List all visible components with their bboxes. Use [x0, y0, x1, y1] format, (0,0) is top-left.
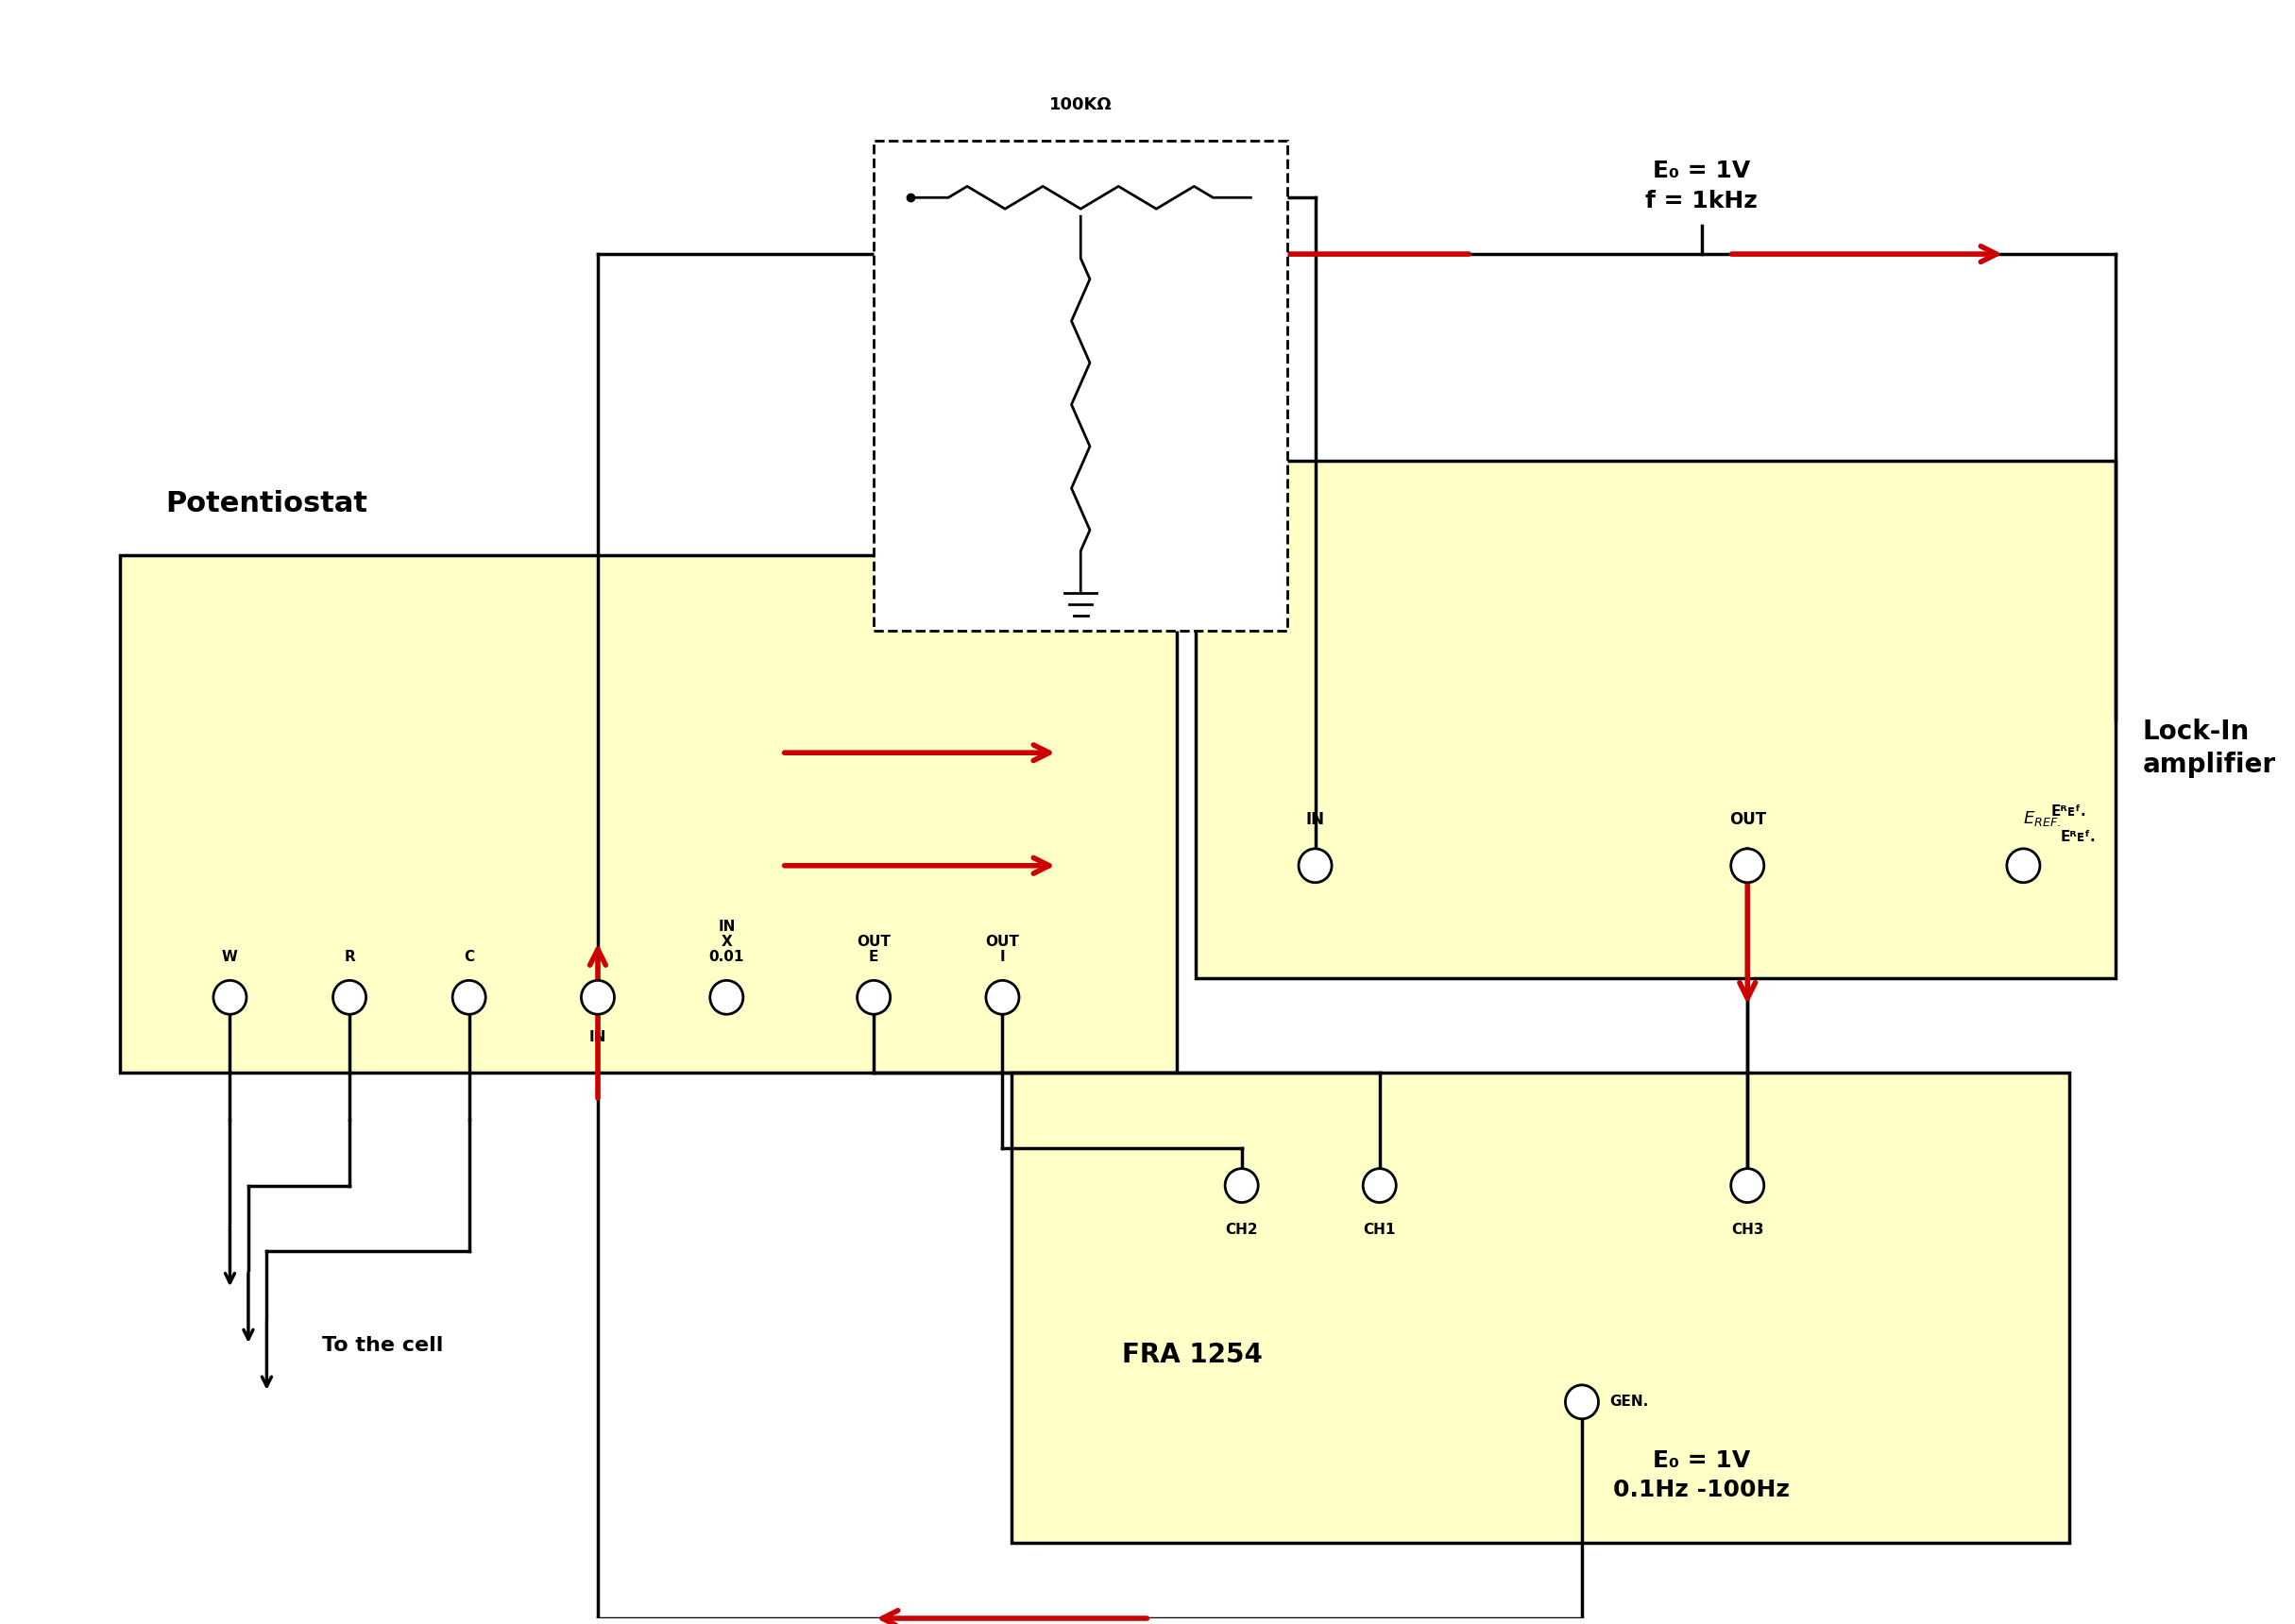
Circle shape	[1565, 1385, 1597, 1419]
Bar	[119, 555, 1177, 1072]
Text: W: W	[223, 950, 239, 965]
Circle shape	[2006, 849, 2040, 882]
Bar	[1012, 1072, 2070, 1543]
Circle shape	[709, 981, 744, 1015]
Bar	[874, 141, 1287, 630]
Text: $E_{REF.}$: $E_{REF.}$	[2022, 809, 2061, 828]
Text: Eᴿᴇᶠ.: Eᴿᴇᶠ.	[2061, 830, 2095, 844]
Circle shape	[987, 981, 1019, 1015]
Text: Eᴿᴇᶠ.: Eᴿᴇᶠ.	[2052, 804, 2086, 818]
Text: OUT
E: OUT E	[856, 935, 890, 965]
Text: GEN.: GEN.	[1609, 1395, 1648, 1410]
Circle shape	[581, 981, 615, 1015]
Circle shape	[213, 981, 246, 1015]
Circle shape	[1730, 849, 1765, 882]
Text: Lock-In
amplifier: Lock-In amplifier	[2144, 718, 2277, 778]
Circle shape	[856, 981, 890, 1015]
Text: CH3: CH3	[1730, 1223, 1765, 1237]
Text: 100KΩ: 100KΩ	[1049, 96, 1113, 114]
Text: CH1: CH1	[1363, 1223, 1395, 1237]
Text: E₀ = 1V
f = 1kHz: E₀ = 1V f = 1kHz	[1646, 159, 1758, 213]
Text: To the cell: To the cell	[321, 1337, 443, 1354]
Bar	[1196, 461, 2116, 979]
Text: IN: IN	[1306, 810, 1324, 828]
Text: OUT
I: OUT I	[985, 935, 1019, 965]
Circle shape	[1299, 849, 1331, 882]
Circle shape	[452, 981, 487, 1015]
Text: OUT: OUT	[1728, 810, 1765, 828]
Text: IN
X
0.01: IN X 0.01	[709, 919, 744, 965]
Circle shape	[333, 981, 365, 1015]
Text: IN: IN	[590, 1030, 606, 1044]
Circle shape	[1730, 1169, 1765, 1202]
Text: 1KΩ: 1KΩ	[1108, 396, 1148, 412]
Circle shape	[1363, 1169, 1395, 1202]
Text: R: R	[344, 950, 356, 965]
Text: FRA 1254: FRA 1254	[1122, 1341, 1262, 1367]
Text: C: C	[464, 950, 475, 965]
Text: Potentiostat: Potentiostat	[165, 490, 367, 518]
Circle shape	[1226, 1169, 1258, 1202]
Text: CH2: CH2	[1226, 1223, 1258, 1237]
Text: E₀ = 1V
0.1Hz -100Hz: E₀ = 1V 0.1Hz -100Hz	[1613, 1449, 1790, 1502]
